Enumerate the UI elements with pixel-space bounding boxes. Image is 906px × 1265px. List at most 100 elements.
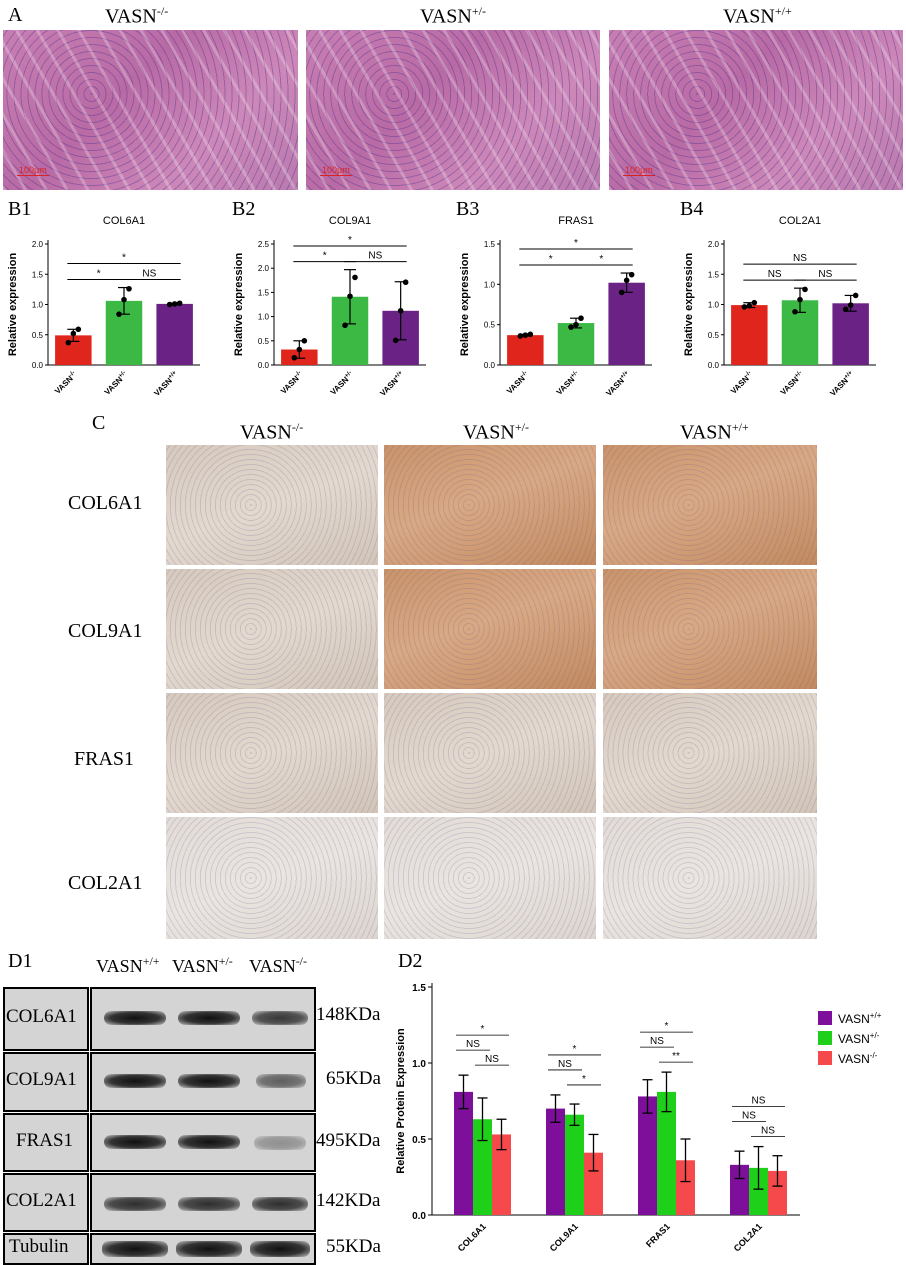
data-point: [352, 274, 358, 281]
scale-bar: 100μm: [17, 165, 49, 176]
data-point: [628, 271, 635, 278]
band: [178, 1197, 240, 1211]
significance-label: *: [97, 269, 101, 280]
ihc-image-col9a1-wt: [603, 569, 817, 689]
bar: [749, 1167, 768, 1215]
y-tick-label: 0.5: [484, 321, 496, 330]
blot-fras1: [90, 1113, 316, 1172]
panel-b3-label: B3: [456, 198, 480, 220]
data-point: [176, 300, 183, 307]
y-tick-label: 0.0: [258, 361, 270, 370]
kda-fras1: 495KDa: [316, 1130, 381, 1151]
panel-d1-genotype-3: VASN-/-: [249, 954, 308, 976]
legend-swatch: [818, 1051, 832, 1065]
chart-b1: COL6A1 Relative expression 0.0 0.5 1.0 1.5 2.0…: [7, 215, 200, 398]
data-point: [527, 331, 534, 338]
blot-col6a1: [90, 987, 316, 1051]
bar: [565, 1114, 584, 1215]
x-tick-label: VASN+/+: [378, 370, 406, 398]
data-point: [121, 296, 127, 303]
ihc-image-col6a1-het: [384, 445, 596, 565]
data-point: [296, 346, 303, 353]
band: [254, 1136, 306, 1150]
data-point: [301, 338, 308, 344]
legend-label-superscript: +/+: [870, 1011, 882, 1020]
y-tick-label: 1.0: [708, 301, 720, 310]
x-tick-label: VASN+/+: [604, 370, 632, 398]
bar: [584, 1152, 603, 1215]
y-tick-label: 1.5: [412, 983, 426, 994]
y-tick-label: 1.0: [258, 313, 270, 322]
he-image-vasn-ko: 100μm: [3, 30, 298, 190]
significance-label: *: [122, 253, 126, 264]
band: [104, 1074, 166, 1088]
significance-label: NS: [752, 1096, 766, 1107]
data-point: [522, 332, 529, 338]
chart-b4: COL2A1 Relative expression 0.0 0.5 1.0 1.5 2.0…: [683, 215, 876, 398]
ihc-image-fras1-het: [384, 693, 596, 813]
blot-tubulin: [90, 1233, 316, 1265]
data-point: [517, 333, 524, 339]
kda-col2a1: 142KDa: [316, 1190, 381, 1211]
y-tick-label: 0.5: [412, 1135, 426, 1146]
panel-d1-label: D1: [8, 950, 33, 972]
x-tick-label: FRAS1: [644, 1221, 672, 1249]
band: [178, 1074, 240, 1088]
ihc-row-label-col2a1: COL2A1: [68, 872, 143, 894]
y-tick-label: 1.5: [484, 240, 496, 249]
x-tick-label: VASN-/-: [53, 370, 79, 396]
x-tick-label-superscript: +/+: [168, 370, 179, 381]
significance-label: *: [574, 238, 578, 249]
y-tick-label: 0.5: [32, 331, 44, 340]
x-tick-label: VASN+/-: [329, 370, 356, 397]
bar: [638, 1096, 657, 1215]
significance-label: *: [665, 1021, 669, 1032]
blot-frame-tubulin: [3, 1233, 89, 1265]
panel-c-genotype-3: VASN+/+: [680, 420, 749, 444]
y-tick-label: 2.0: [32, 240, 44, 249]
significance-label: NS: [142, 269, 156, 280]
kda-col9a1: 65KDa: [326, 1068, 381, 1089]
scale-bar: 100μm: [623, 165, 655, 176]
significance-label: NS: [793, 253, 807, 264]
significance-label: NS: [368, 251, 382, 262]
y-tick-label: 0.0: [412, 1211, 426, 1222]
x-tick-label-superscript: +/+: [844, 370, 855, 381]
data-point: [75, 326, 82, 333]
band: [178, 1011, 240, 1025]
data-point: [573, 321, 579, 328]
significance-label: NS: [761, 1126, 775, 1137]
ihc-image-fras1-wt: [603, 693, 817, 813]
bar: [676, 1160, 695, 1215]
panel-a-genotype-2: VASN+/-: [420, 4, 486, 28]
significance-label: *: [582, 1074, 586, 1085]
band: [252, 1011, 308, 1025]
bar: [657, 1091, 676, 1215]
data-point: [65, 339, 72, 346]
legend-label: VASN-/-: [838, 1051, 878, 1066]
bar: [608, 282, 645, 365]
data-point: [171, 301, 178, 307]
ihc-row-label-col6a1: COL6A1: [68, 492, 143, 514]
data-point: [618, 289, 625, 296]
bar: [492, 1134, 511, 1215]
bar: [156, 303, 193, 365]
y-axis-label: Relative expression: [7, 253, 19, 357]
bar: [731, 305, 768, 365]
ihc-image-col9a1-het: [384, 569, 596, 689]
y-tick-label: 1.5: [258, 288, 270, 297]
chart-b2: COL9A1 Relative expression 0.0 0.5 1.0 1.5 2.0…: [233, 215, 426, 398]
y-tick-label: 1.5: [32, 270, 44, 279]
ihc-image-col9a1-ko: [166, 569, 378, 689]
blot-frame-col6a1: [3, 987, 89, 1051]
chart-title: COL2A1: [779, 215, 821, 227]
data-point: [842, 306, 849, 313]
panel-b1-label: B1: [8, 198, 32, 220]
panel-c-label: C: [92, 412, 106, 434]
data-point: [802, 286, 808, 293]
panel-a-label: A: [8, 4, 23, 26]
data-point: [166, 301, 173, 308]
significance-label: *: [573, 1044, 577, 1055]
data-point: [751, 299, 758, 306]
x-tick-label-superscript: +/-: [570, 370, 579, 379]
